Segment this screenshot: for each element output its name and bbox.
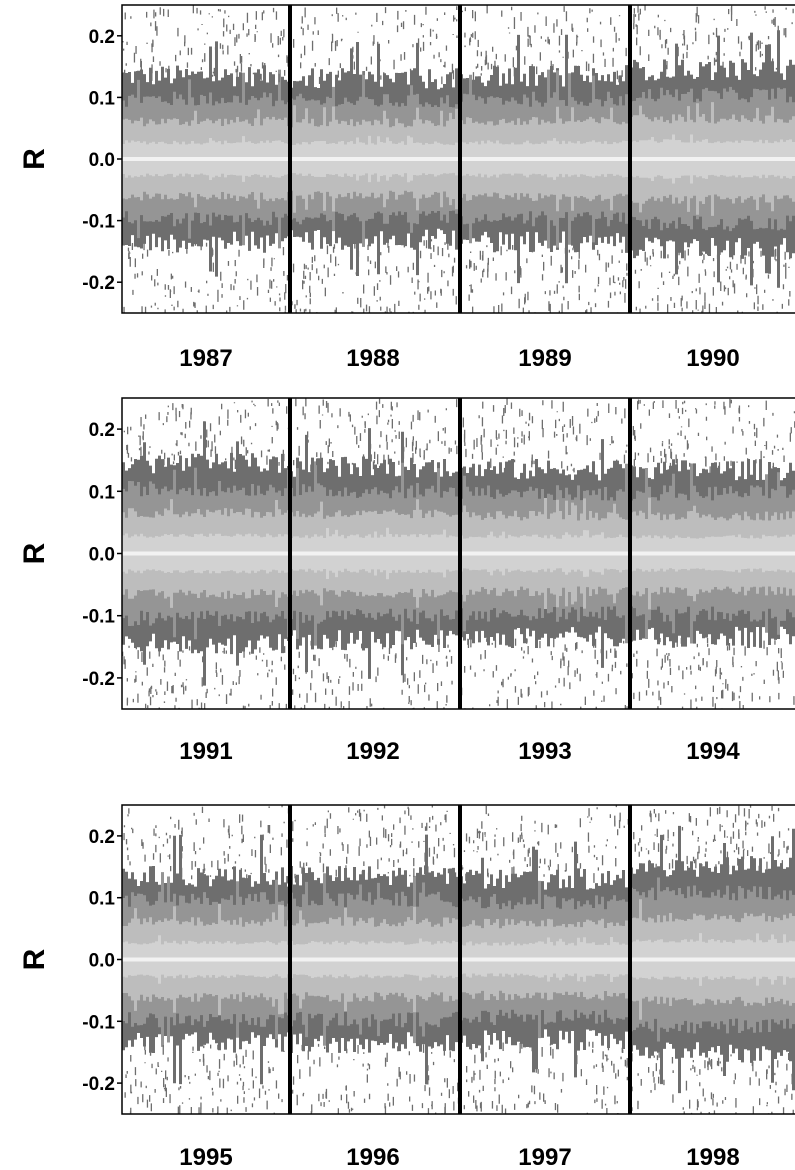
y-tick-label: 0.0 [89, 951, 115, 972]
density-band-1990 [630, 5, 795, 313]
year-label-1998: 1998 [686, 1144, 739, 1170]
year-label-1989: 1989 [518, 345, 571, 372]
density-field [122, 398, 795, 709]
year-label-1987: 1987 [179, 345, 232, 372]
density-band-1998 [630, 805, 795, 1114]
y-tick-label: -0.1 [82, 607, 115, 628]
y-axis-title: R [18, 948, 51, 970]
y-tick-label: 0.1 [89, 889, 116, 910]
y-axis-title: R [18, 148, 51, 170]
density-band-1993 [460, 398, 631, 709]
y-tick-label: 0.2 [89, 420, 115, 441]
density-band-1992 [290, 398, 461, 709]
y-tick-label: 0.0 [89, 150, 115, 171]
year-label-1990: 1990 [686, 345, 739, 372]
year-label-1996: 1996 [346, 1144, 399, 1170]
density-field [122, 5, 795, 313]
year-label-1992: 1992 [346, 738, 399, 765]
y-tick-label: 0.0 [89, 545, 115, 566]
panel-1995-1998: 0.2 0.1 0.0 -0.1 -0.2 R 1995 1996 1997 1998 [18, 804, 795, 1170]
density-band-1995 [122, 805, 291, 1114]
year-label-1991: 1991 [179, 738, 232, 765]
density-band-1997 [460, 805, 632, 1114]
density-band-1989 [460, 5, 631, 313]
year-label-1993: 1993 [518, 738, 571, 765]
y-axis-title: R [18, 542, 51, 564]
y-tick-label: -0.2 [82, 273, 115, 294]
density-band-1994 [630, 398, 795, 709]
year-label-1988: 1988 [346, 345, 399, 372]
panel-1987-1990: 0.2 0.1 0.0 -0.1 -0.2 R 1987 1988 1989 1990 [18, 4, 795, 372]
year-label-1994: 1994 [686, 738, 740, 765]
panel-1991-1994: 0.2 0.1 0.0 -0.1 -0.2 R 1991 1992 1993 1994 [18, 397, 795, 765]
density-band-1991 [122, 399, 290, 709]
y-tick-label: -0.2 [82, 669, 115, 690]
y-tick-label: -0.1 [82, 1012, 115, 1033]
y-tick-label: 0.1 [89, 88, 116, 109]
year-label-1997: 1997 [518, 1144, 571, 1170]
y-tick-label: -0.1 [82, 212, 115, 233]
density-band-1987 [122, 5, 290, 313]
y-tick-label: -0.2 [82, 1074, 115, 1095]
density-band-1996 [290, 805, 461, 1114]
y-tick-label: 0.2 [89, 27, 115, 48]
y-tick-label: 0.2 [89, 827, 115, 848]
density-band-1988 [290, 6, 461, 313]
year-label-1995: 1995 [179, 1144, 232, 1170]
y-tick-label: 0.1 [89, 482, 116, 503]
density-field [122, 805, 795, 1114]
